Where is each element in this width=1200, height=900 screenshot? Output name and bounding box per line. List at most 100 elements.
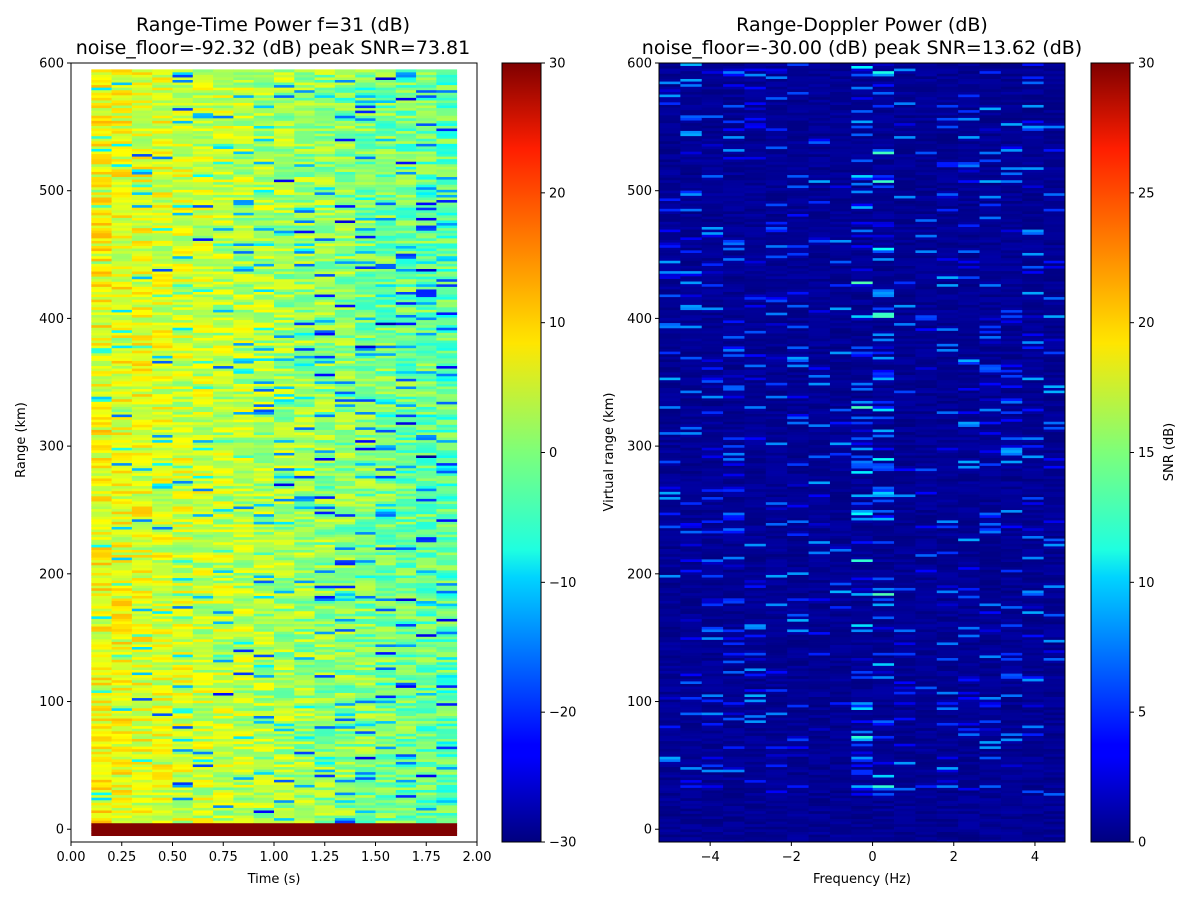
- heatmap-cell: [233, 774, 255, 778]
- heatmap-cell: [131, 337, 153, 341]
- heatmap-cell: [213, 396, 234, 400]
- heatmap-cell: [375, 194, 397, 198]
- heatmap-cell: [91, 421, 112, 425]
- heatmap-cell: [314, 707, 336, 711]
- heatmap-cell: [192, 787, 214, 791]
- heatmap-cell: [334, 493, 356, 497]
- heatmap-cell: [91, 784, 112, 788]
- heatmap-cell: [253, 483, 275, 487]
- heatmap-cell: [131, 194, 153, 198]
- heatmap-cell: [192, 329, 214, 333]
- heatmap-cell: [375, 248, 397, 252]
- heatmap-cell: [152, 260, 173, 264]
- heatmap-cell: [334, 191, 356, 195]
- heatmap-cell: [152, 337, 173, 341]
- heatmap-cell: [192, 92, 214, 96]
- heatmap-cell: [91, 169, 112, 172]
- heatmap-cell: [294, 455, 315, 458]
- heatmap-cell: [294, 345, 315, 349]
- heatmap-cell: [131, 217, 153, 221]
- heatmap-cell: [172, 498, 194, 502]
- heatmap-cell: [334, 659, 356, 663]
- heatmap-cell: [91, 125, 112, 129]
- heatmap-cell: [213, 299, 234, 303]
- heatmap-cell: [375, 77, 397, 80]
- heatmap-cell: [131, 567, 153, 571]
- heatmap-cell: [314, 442, 336, 446]
- heatmap-cell: [131, 513, 153, 517]
- heatmap-cell: [91, 368, 112, 372]
- heatmap-cell: [416, 358, 437, 361]
- heatmap-cell: [294, 641, 315, 645]
- heatmap-cell: [314, 631, 336, 635]
- heatmap-cell: [253, 644, 275, 648]
- heatmap-cell: [233, 401, 255, 405]
- heatmap-cell: [213, 301, 234, 305]
- heatmap-cell: [334, 575, 356, 579]
- heatmap-cell: [192, 613, 214, 617]
- heatmap-cell: [192, 360, 214, 364]
- heatmap-cell: [192, 125, 214, 129]
- heatmap-cell: [91, 764, 112, 768]
- heatmap-cell: [355, 434, 376, 438]
- heatmap-cell: [314, 179, 336, 183]
- heatmap-cell: [375, 268, 397, 272]
- heatmap-cell: [131, 365, 153, 369]
- heatmap-cell: [131, 501, 153, 504]
- heatmap-cell: [152, 312, 173, 315]
- heatmap-cell: [355, 322, 376, 326]
- heatmap-cell: [334, 769, 356, 773]
- heatmap-cell: [334, 207, 356, 211]
- heatmap-cell: [355, 488, 376, 492]
- heatmap-cell: [274, 250, 295, 254]
- heatmap-cell: [274, 483, 295, 487]
- heatmap-cell: [416, 815, 437, 819]
- heatmap-cell: [172, 822, 194, 826]
- heatmap-cell: [294, 797, 315, 801]
- heatmap-cell: [375, 319, 397, 323]
- heatmap-cell: [192, 260, 214, 264]
- heatmap-cell: [375, 506, 397, 510]
- heatmap-cell: [152, 723, 173, 727]
- heatmap-cell: [355, 518, 376, 522]
- heatmap-cell: [131, 766, 153, 770]
- heatmap-cell: [314, 158, 336, 162]
- heatmap-cell: [334, 687, 356, 691]
- heatmap-cell: [334, 107, 356, 111]
- heatmap-cell: [395, 276, 417, 280]
- heatmap-cell: [192, 332, 214, 336]
- heatmap-cell: [131, 804, 153, 808]
- heatmap-cell: [334, 426, 356, 430]
- heatmap-cell: [192, 391, 214, 395]
- heatmap-cell: [152, 414, 173, 418]
- heatmap-cell: [395, 723, 417, 727]
- heatmap-cell: [172, 419, 194, 423]
- heatmap-cell: [111, 419, 133, 423]
- heatmap-cell: [274, 283, 295, 287]
- heatmap-cell: [314, 751, 336, 755]
- heatmap-cell: [334, 125, 356, 129]
- heatmap-cell: [172, 736, 194, 739]
- heatmap-cell: [294, 375, 315, 379]
- heatmap-cell: [152, 199, 173, 203]
- heatmap-cell: [253, 138, 275, 142]
- heatmap-cell: [152, 569, 173, 573]
- heatmap-cell: [274, 549, 295, 553]
- heatmap-cell: [274, 253, 295, 257]
- heatmap-cell: [172, 352, 194, 356]
- heatmap-cell: [375, 707, 397, 711]
- heatmap-cell: [192, 746, 214, 750]
- heatmap-cell: [253, 222, 275, 226]
- heatmap-cell: [213, 804, 234, 808]
- heatmap-cell: [395, 140, 417, 144]
- heatmap-cell: [416, 792, 437, 796]
- heatmap-cell: [172, 825, 194, 829]
- heatmap-cell: [152, 467, 173, 471]
- heatmap-cell: [395, 125, 417, 129]
- heatmap-cell: [395, 82, 417, 86]
- heatmap-cell: [334, 549, 356, 553]
- heatmap-cell: [192, 784, 214, 788]
- heatmap-cell: [253, 69, 275, 73]
- heatmap-cell: [416, 419, 437, 423]
- heatmap-cell: [314, 153, 336, 157]
